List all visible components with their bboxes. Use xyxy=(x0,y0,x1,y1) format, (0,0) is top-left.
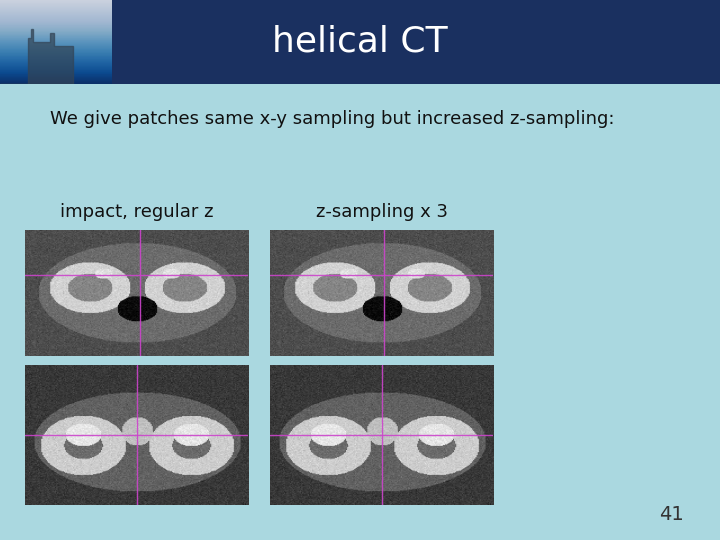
Polygon shape xyxy=(0,29,73,84)
Text: impact, regular z: impact, regular z xyxy=(60,203,214,221)
Text: z-sampling x 3: z-sampling x 3 xyxy=(315,203,448,221)
Text: helical CT: helical CT xyxy=(272,25,448,59)
Text: 41: 41 xyxy=(660,505,684,524)
FancyBboxPatch shape xyxy=(0,0,720,84)
Text: We give patches same x-y sampling but increased z-sampling:: We give patches same x-y sampling but in… xyxy=(50,110,615,128)
